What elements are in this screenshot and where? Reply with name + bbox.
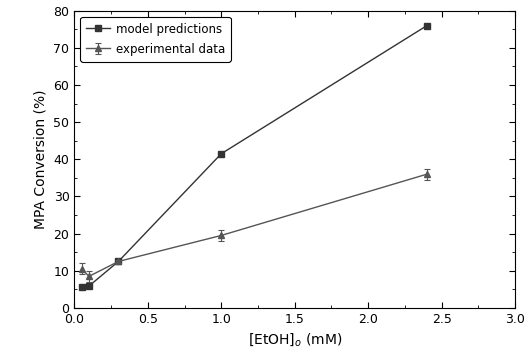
Y-axis label: MPA Conversion (%): MPA Conversion (%): [34, 90, 48, 229]
Line: model predictions: model predictions: [79, 23, 430, 291]
model predictions: [86, 284, 92, 288]
Legend: model predictions, experimental data: model predictions, experimental data: [80, 16, 231, 62]
model predictions: [424, 23, 430, 28]
X-axis label: [EtOH]$_o$ (mM): [EtOH]$_o$ (mM): [247, 331, 342, 348]
model predictions: [115, 259, 122, 263]
model predictions: [79, 285, 85, 290]
model predictions: [218, 151, 225, 156]
